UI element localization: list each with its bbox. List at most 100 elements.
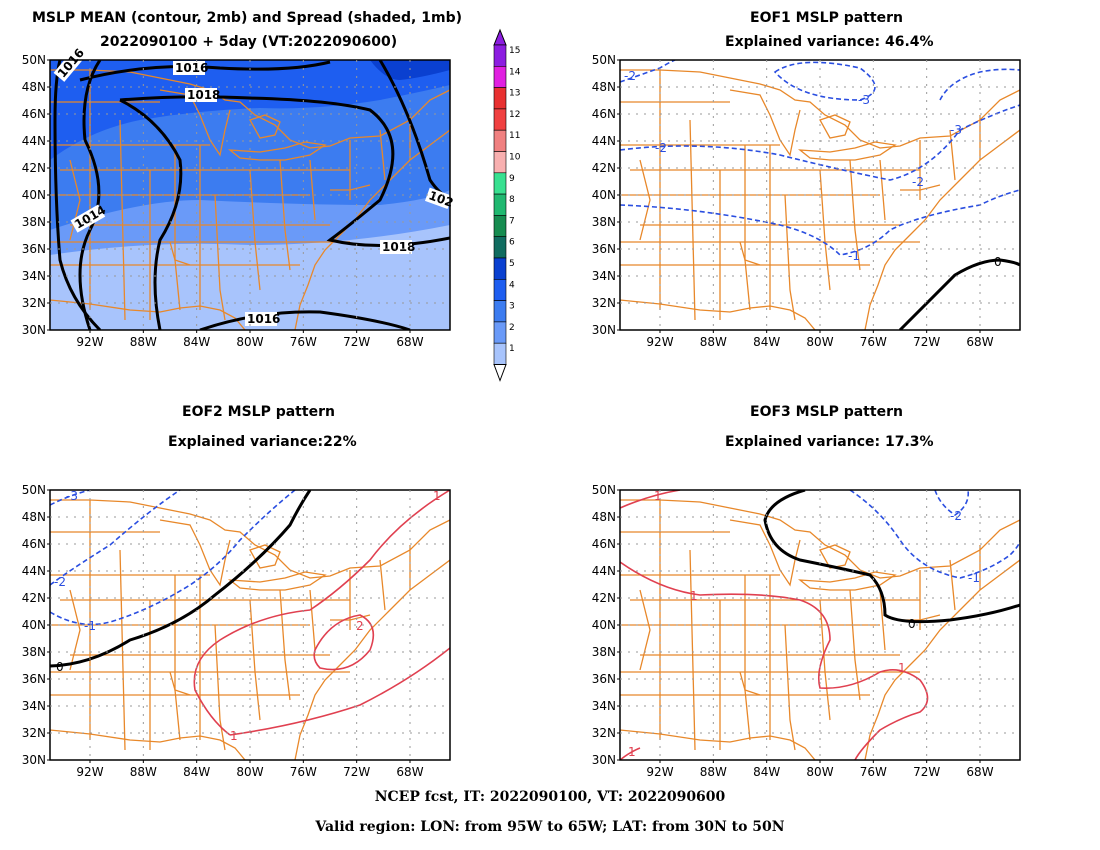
eof2-contour-pos1-south bbox=[229, 647, 450, 736]
contour-label: 1 bbox=[898, 661, 906, 675]
contour-label: -2 bbox=[912, 175, 924, 189]
eof2-contour-neg3 bbox=[50, 490, 91, 506]
colorbar-label: 5 bbox=[509, 259, 515, 269]
lon-tick-label: 80W bbox=[236, 335, 263, 349]
lon-tick-label: 76W bbox=[860, 335, 887, 349]
lat-tick-label: 36N bbox=[22, 672, 46, 686]
lat-tick-label: 42N bbox=[592, 591, 616, 605]
lat-tick-label: 42N bbox=[592, 161, 616, 175]
contour-label: 1018 bbox=[382, 240, 415, 254]
lat-tick-label: 36N bbox=[22, 242, 46, 256]
panel1-title-line1: MSLP MEAN (contour, 2mb) and Spread (sha… bbox=[32, 10, 462, 26]
contour-label: 2 bbox=[356, 619, 364, 633]
mean-contour-1016-south bbox=[199, 310, 411, 330]
colorbar-label: 14 bbox=[509, 67, 521, 77]
lon-tick-label: 68W bbox=[966, 335, 993, 349]
contour-label: 1018 bbox=[187, 88, 220, 102]
lat-tick-label: 44N bbox=[592, 564, 616, 578]
lat-tick-label: 38N bbox=[22, 215, 46, 229]
lon-tick-label: 88W bbox=[700, 765, 727, 779]
colorbar-label: 1 bbox=[509, 344, 515, 354]
eof4-contour-zero bbox=[763, 490, 1020, 624]
eof4-contour-neg1 bbox=[849, 490, 1020, 579]
colorbar-label: 13 bbox=[509, 89, 520, 99]
lon-tick-label: 76W bbox=[290, 765, 317, 779]
mean-contour-1018 bbox=[119, 95, 450, 247]
colorbar-swatch bbox=[493, 215, 507, 237]
colorbar-swatch bbox=[493, 129, 507, 152]
lat-tick-label: 48N bbox=[22, 80, 46, 94]
lon-tick-label: 80W bbox=[806, 335, 833, 349]
lat-tick-label: 32N bbox=[22, 726, 46, 740]
lat-tick-label: 40N bbox=[22, 188, 46, 202]
lat-tick-label: 36N bbox=[592, 242, 616, 256]
contour-label: -2 bbox=[655, 141, 667, 155]
lat-tick-label: 34N bbox=[22, 269, 46, 283]
lon-tick-label: 84W bbox=[753, 335, 780, 349]
contour-label: -3 bbox=[66, 489, 78, 503]
lat-tick-label: 30N bbox=[592, 753, 616, 767]
lat-tick-label: 46N bbox=[22, 107, 46, 121]
lat-tick-label: 36N bbox=[592, 672, 616, 686]
lat-tick-label: 34N bbox=[22, 699, 46, 713]
colorbar-label: 8 bbox=[509, 195, 515, 205]
lat-tick-label: 48N bbox=[592, 510, 616, 524]
lat-tick-label: 44N bbox=[22, 564, 46, 578]
lat-tick-label: 40N bbox=[22, 618, 46, 632]
colorbar-label: 9 bbox=[509, 174, 515, 184]
lat-tick-label: 34N bbox=[592, 699, 616, 713]
lat-tick-label: 40N bbox=[592, 618, 616, 632]
eof1-contour-neg3-low bbox=[773, 61, 876, 101]
panel2-title-line2: Explained variance: 46.4% bbox=[725, 34, 934, 50]
colorbar-label: 2 bbox=[509, 323, 515, 333]
colorbar-swatch bbox=[493, 44, 507, 67]
lon-tick-label: 72W bbox=[343, 335, 370, 349]
lat-tick-label: 48N bbox=[22, 510, 46, 524]
footer-line1: NCEP fcst, IT: 2022090100, VT: 202209060… bbox=[374, 789, 726, 805]
contour-label: -3 bbox=[858, 93, 870, 107]
contour-label: 1 bbox=[690, 589, 698, 603]
mean-contour-1018-south bbox=[119, 98, 183, 330]
footer-line2: Valid region: LON: from 95W to 65W; LAT:… bbox=[315, 819, 785, 835]
colorbar-label: 4 bbox=[509, 280, 515, 290]
eof2-contour-pos2 bbox=[313, 614, 375, 671]
lat-tick-label: 34N bbox=[592, 269, 616, 283]
contour-label: 1016 bbox=[247, 312, 280, 326]
colorbar-label: 3 bbox=[509, 302, 515, 312]
contour-label: -3 bbox=[950, 123, 962, 137]
lat-tick-label: 30N bbox=[22, 323, 46, 337]
lon-tick-label: 88W bbox=[130, 335, 157, 349]
colorbar-swatch bbox=[493, 151, 507, 174]
lat-tick-label: 40N bbox=[592, 188, 616, 202]
lon-tick-label: 84W bbox=[183, 335, 210, 349]
lon-tick-label: 68W bbox=[966, 765, 993, 779]
eof1-contour-neg2 bbox=[620, 104, 1020, 181]
colorbar-swatch bbox=[493, 278, 507, 301]
panel1-map: 1016 1018 1014 1018 1016 1016 102 bbox=[49, 46, 455, 331]
contour-label: 1 bbox=[433, 489, 441, 503]
panel3-title-line1: EOF2 MSLP pattern bbox=[182, 404, 335, 420]
colorbar-label: 12 bbox=[509, 110, 520, 120]
colorbar-bottom-arrow bbox=[493, 364, 507, 382]
lat-tick-label: 38N bbox=[592, 645, 616, 659]
panel4-title-line2: Explained variance: 17.3% bbox=[725, 434, 934, 450]
eof1-contour-zero bbox=[898, 258, 1020, 330]
lon-tick-label: 88W bbox=[130, 765, 157, 779]
axes-layer: 50N 48N 46N 44N 42N 40N 38N 36N 34N 32N 30N 92W 88W 8… bbox=[22, 53, 1020, 779]
lon-tick-label: 92W bbox=[76, 335, 103, 349]
lon-tick-label: 88W bbox=[700, 335, 727, 349]
eof4-contour-pos1-sw bbox=[620, 747, 641, 760]
panel2-title-line1: EOF1 MSLP pattern bbox=[750, 10, 903, 26]
contour-label: 1 bbox=[628, 745, 636, 759]
lat-tick-label: 46N bbox=[592, 107, 616, 121]
contour-label: -2 bbox=[624, 69, 636, 83]
eof2-contour-neg2 bbox=[50, 490, 181, 586]
lon-tick-label: 68W bbox=[396, 765, 423, 779]
lon-tick-label: 80W bbox=[236, 765, 263, 779]
lon-tick-label: 92W bbox=[646, 335, 673, 349]
lat-tick-label: 46N bbox=[22, 537, 46, 551]
lat-tick-label: 38N bbox=[22, 645, 46, 659]
contour-label: 1 bbox=[230, 729, 238, 743]
colorbar-top-arrow bbox=[493, 28, 507, 46]
eof4-contour-pos1-nw bbox=[620, 490, 681, 509]
